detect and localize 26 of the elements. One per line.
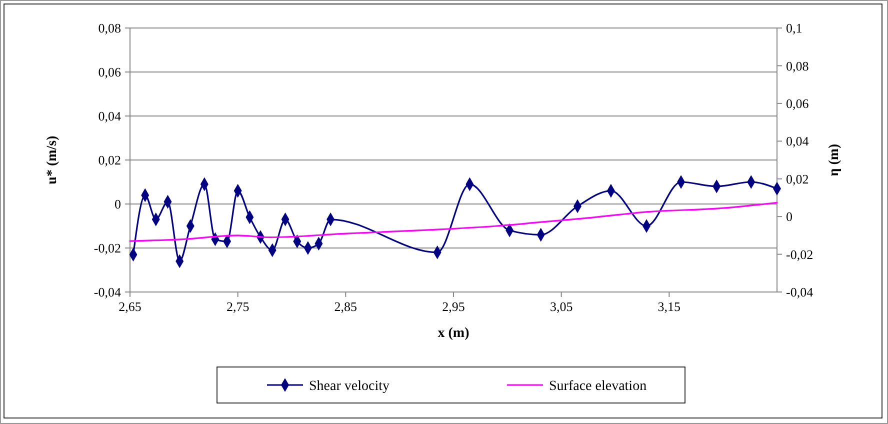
y-tick-label: 0,08 — [98, 20, 121, 36]
legend-label: Shear velocity — [309, 378, 390, 394]
y-tick-label: 0,06 — [98, 64, 122, 80]
y-tick-label: -0,02 — [94, 240, 121, 256]
y2-tick-label: -0,04 — [786, 284, 814, 300]
y2-tick-label: 0,1 — [786, 20, 802, 36]
y-tick-label: -0,04 — [94, 284, 122, 300]
y2-tick-label: 0,06 — [786, 96, 810, 111]
x-tick-label: 2,75 — [226, 299, 250, 314]
x-tick-label: 2,65 — [118, 299, 142, 314]
y2-tick-label: 0,04 — [786, 134, 810, 149]
x-tick-label: 2,95 — [442, 299, 465, 314]
y2-tick-label: 0 — [786, 209, 792, 224]
y-tick-label: 0 — [114, 196, 121, 212]
y2-axis-title: η (m) — [827, 143, 842, 176]
x-axis-title: x (m) — [438, 326, 470, 341]
y2-tick-label: 0,02 — [786, 171, 809, 186]
x-tick-label: 2,85 — [334, 299, 358, 314]
y2-tick-label: 0,08 — [786, 58, 809, 74]
legend-label: Surface elevation — [549, 378, 647, 394]
y-tick-label: 0,04 — [98, 108, 122, 124]
x-tick-label: 3,15 — [658, 299, 681, 314]
y-axis-title: u* (m/s) — [45, 135, 60, 184]
y-tick-label: 0,02 — [98, 152, 121, 168]
y2-tick-label: -0,02 — [786, 246, 814, 262]
x-tick-label: 3,05 — [550, 299, 573, 314]
